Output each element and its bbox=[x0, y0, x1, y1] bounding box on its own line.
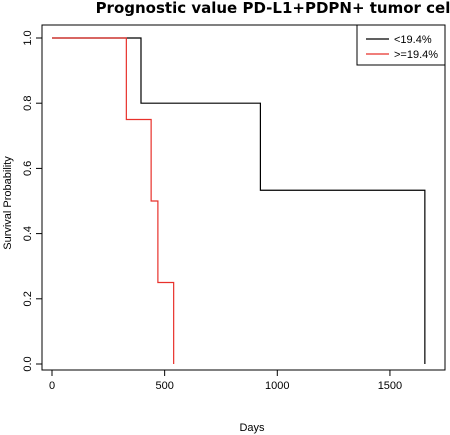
x-tick-label: 1000 bbox=[265, 380, 289, 392]
x-tick-label: 500 bbox=[155, 380, 173, 392]
y-tick-label: 1.0 bbox=[22, 30, 34, 45]
series-layer bbox=[52, 37, 426, 364]
y-axis: 0.0 0.2 0.4 0.6 0.8 1.0 bbox=[22, 30, 42, 372]
x-axis: 0 500 1000 1500 bbox=[49, 370, 402, 392]
x-tick-label: 0 bbox=[49, 380, 55, 392]
x-tick-label: 1500 bbox=[378, 380, 402, 392]
y-axis-label: Survival Probability bbox=[2, 156, 14, 250]
survival-curve-high bbox=[52, 37, 175, 364]
legend-label: <19.4% bbox=[394, 34, 432, 46]
y-tick-label: 0.2 bbox=[22, 291, 34, 306]
y-tick-label: 0.8 bbox=[22, 96, 34, 111]
survival-curve-low bbox=[52, 37, 426, 364]
y-tick-label: 0.0 bbox=[22, 356, 34, 371]
chart-title: Prognostic value PD-L1+PDPN+ tumor cells bbox=[96, 0, 450, 17]
x-axis-label: Days bbox=[239, 422, 265, 434]
legend-box bbox=[356, 24, 446, 66]
plot-box bbox=[41, 24, 446, 371]
legend-label: >=19.4% bbox=[394, 49, 438, 61]
y-tick-label: 0.4 bbox=[22, 226, 34, 241]
legend: <19.4% >=19.4% bbox=[356, 24, 446, 66]
y-tick-label: 0.6 bbox=[22, 161, 34, 176]
